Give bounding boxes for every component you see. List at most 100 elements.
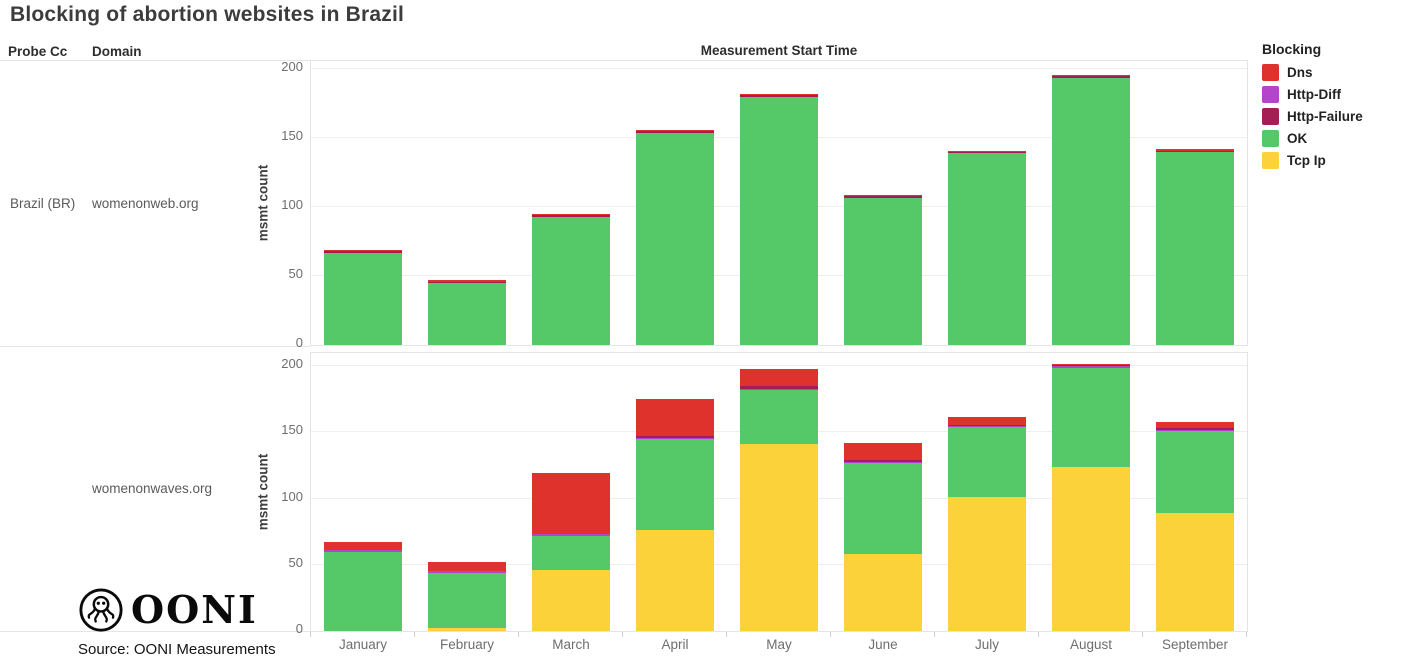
bar-segment-august-ok[interactable] — [1052, 77, 1130, 345]
bar-segment-september-http-diff[interactable] — [1156, 429, 1234, 432]
bar-segment-august-http-failure[interactable] — [1052, 76, 1130, 78]
ooni-logo: OONI — [78, 587, 258, 633]
bar-segment-march-http-failure[interactable] — [532, 215, 610, 217]
bar-segment-august-ok[interactable] — [1052, 367, 1130, 467]
bar-segment-september-dns[interactable] — [1156, 421, 1234, 429]
bar-segment-june-http-failure[interactable] — [844, 460, 922, 462]
bar-segment-april-dns[interactable] — [636, 129, 714, 132]
x-axis-label-july: July — [974, 637, 999, 652]
bar-segment-september-dns[interactable] — [1156, 149, 1234, 151]
legend: Blocking Dns Http-Diff Http-Failure OK Tcp I… — [1262, 41, 1412, 171]
subplot-womenonwaves: 0 50 100 150 200 — [281, 352, 1248, 636]
y-tick-label: 50 — [288, 554, 303, 570]
row-label-domain-2: womenonwaves.org — [92, 481, 213, 496]
bar-segment-march-dns[interactable] — [532, 214, 610, 216]
bar-segment-may-dns[interactable] — [740, 368, 818, 387]
bar-segment-june-tcp-ip[interactable] — [844, 554, 922, 631]
bar-segment-february-tcp-ip[interactable] — [428, 628, 506, 631]
bar-segment-july-ok[interactable] — [948, 427, 1026, 498]
bar-segment-february-dns[interactable] — [428, 280, 506, 282]
bar-segment-june-http-diff[interactable] — [844, 461, 922, 463]
subplot-womenonweb: 0 50 100 150 200 — [281, 59, 1248, 350]
bar-segment-april-dns[interactable] — [636, 399, 714, 437]
bar-segment-may-ok[interactable] — [740, 96, 818, 345]
bar-segment-april-ok[interactable] — [636, 439, 714, 531]
x-axis-label-september: September — [1161, 637, 1229, 652]
bar-segment-january-http-failure[interactable] — [324, 251, 402, 253]
bar-segment-september-http-failure[interactable] — [1156, 428, 1234, 430]
bar-segment-february-ok[interactable] — [428, 572, 506, 629]
bar-segment-march-ok[interactable] — [532, 216, 610, 345]
y-tick-label: 150 — [281, 422, 303, 438]
bar-segment-june-dns[interactable] — [844, 194, 922, 197]
x-axis-label-june: June — [868, 637, 898, 652]
bar-segment-july-tcp-ip[interactable] — [948, 497, 1026, 631]
bar-segment-august-http-diff[interactable] — [1052, 366, 1130, 368]
bar-segment-april-http-failure[interactable] — [636, 436, 714, 438]
y-tick-label: 100 — [281, 197, 303, 213]
bar-segment-april-http-failure[interactable] — [636, 131, 714, 133]
bar-segment-july-ok[interactable] — [948, 153, 1026, 345]
bar-segment-january-dns[interactable] — [324, 249, 402, 252]
divider — [0, 60, 310, 61]
bar-segment-august-tcp-ip[interactable] — [1052, 466, 1130, 631]
legend-item-http-diff[interactable]: Http-Diff — [1262, 83, 1412, 105]
bar-segment-july-http-failure[interactable] — [948, 152, 1026, 154]
x-tick-mark — [726, 632, 727, 637]
bar-segment-june-ok[interactable] — [844, 197, 922, 345]
bar-segment-may-dns[interactable] — [740, 94, 818, 96]
bar-segment-april-tcp-ip[interactable] — [636, 530, 714, 631]
bar-segment-august-http-failure[interactable] — [1052, 364, 1130, 367]
bar-segment-march-http-diff[interactable] — [532, 534, 610, 536]
bar-segment-february-http-diff[interactable] — [428, 571, 506, 573]
bar-segment-july-http-failure[interactable] — [948, 424, 1026, 426]
bar-segment-march-ok[interactable] — [532, 535, 610, 571]
bar-segment-september-http-failure[interactable] — [1156, 150, 1234, 152]
legend-item-tcp-ip[interactable]: Tcp Ip — [1262, 149, 1412, 171]
bar-segment-february-dns[interactable] — [428, 562, 506, 572]
bar-segment-july-dns[interactable] — [948, 416, 1026, 425]
bar-segment-january-ok[interactable] — [324, 252, 402, 345]
bar-segment-august-dns[interactable] — [1052, 363, 1130, 365]
row-label-domain-1: womenonweb.org — [92, 196, 199, 211]
page-title: Blocking of abortion websites in Brazil — [10, 3, 405, 26]
bar-segment-february-ok[interactable] — [428, 282, 506, 345]
bar-segment-january-http-diff[interactable] — [324, 550, 402, 552]
legend-item-ok[interactable]: OK — [1262, 127, 1412, 149]
bar-segment-january-ok[interactable] — [324, 551, 402, 631]
legend-item-label: Dns — [1287, 64, 1313, 80]
bar-segment-february-http-failure[interactable] — [428, 281, 506, 283]
legend-item-http-failure[interactable]: Http-Failure — [1262, 105, 1412, 127]
x-tick-mark — [518, 632, 519, 637]
legend-item-dns[interactable]: Dns — [1262, 61, 1412, 83]
bar-segment-may-ok[interactable] — [740, 390, 818, 445]
y-tick-label: 0 — [295, 621, 303, 636]
bar-segment-august-dns[interactable] — [1052, 74, 1130, 77]
bar-segment-july-http-diff[interactable] — [948, 425, 1026, 428]
x-axis-label-april: April — [661, 637, 689, 652]
bar-segment-july-dns[interactable] — [948, 150, 1026, 152]
bar-segment-january-dns[interactable] — [324, 542, 402, 551]
bar-segment-september-ok[interactable] — [1156, 152, 1234, 345]
bar-segment-april-ok[interactable] — [636, 132, 714, 345]
legend-title: Blocking — [1262, 41, 1322, 57]
bar-segment-march-tcp-ip[interactable] — [532, 570, 610, 631]
bar-segment-march-dns[interactable] — [532, 473, 610, 535]
bar-segment-june-ok[interactable] — [844, 462, 922, 555]
source-text: Source: OONI Measurements — [78, 641, 276, 658]
bar-segment-june-dns[interactable] — [844, 443, 922, 461]
bar-segment-may-http-failure[interactable] — [740, 95, 818, 97]
x-tick-mark — [1038, 632, 1039, 637]
bar-segment-may-http-diff[interactable] — [740, 388, 818, 391]
x-axis-label-august: August — [1069, 637, 1113, 652]
bar-segment-september-ok[interactable] — [1156, 431, 1234, 514]
bar-segment-april-http-diff[interactable] — [636, 437, 714, 440]
bar-segment-may-tcp-ip[interactable] — [740, 444, 818, 631]
bar-segment-june-http-failure[interactable] — [844, 196, 922, 198]
x-tick-mark — [830, 632, 831, 637]
x-tick-mark — [310, 632, 311, 637]
bar-segment-september-tcp-ip[interactable] — [1156, 513, 1234, 631]
y-tick-label: 100 — [281, 488, 303, 504]
bar-segment-may-http-failure[interactable] — [740, 386, 818, 389]
